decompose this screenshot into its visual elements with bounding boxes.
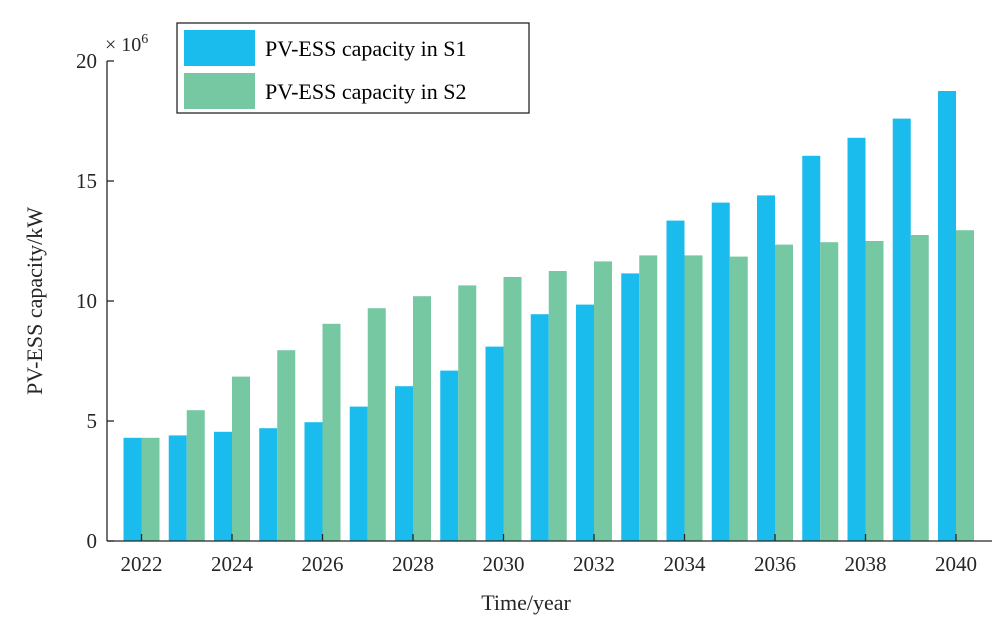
legend-swatch-s2 <box>184 73 255 109</box>
bar-s1-2023 <box>168 435 187 541</box>
bar-s1-2034 <box>666 220 685 541</box>
legend-label-s1: PV-ESS capacity in S1 <box>265 36 466 61</box>
x-tick-label: 2032 <box>573 552 615 576</box>
y-tick-label: 15 <box>76 169 97 193</box>
ticks-layer: 0 5 10 15 20 2022 2024 2026 2028 2030 2032 2034 2036… <box>76 49 977 576</box>
y-tick-label: 0 <box>87 529 98 553</box>
bar-s1-2030 <box>485 346 504 541</box>
bar-s1-2040 <box>938 91 956 541</box>
x-axis-title: Time/year <box>481 590 571 615</box>
x-tick-label: 2034 <box>664 552 707 576</box>
y-exponent-label: × 106 <box>105 32 148 56</box>
legend: PV-ESS capacity in S1 PV-ESS capacity in… <box>176 22 530 114</box>
bar-s2-2028 <box>413 296 431 541</box>
x-tick-label: 2038 <box>845 552 887 576</box>
bar-s1-2035 <box>711 202 730 541</box>
bar-s1-2029 <box>440 370 459 541</box>
bar-s1-2033 <box>621 273 640 541</box>
x-tick-label: 2022 <box>121 552 163 576</box>
y-tick-label: 20 <box>76 49 97 73</box>
y-tick-label: 5 <box>87 409 98 433</box>
y-tick-label: 10 <box>76 289 97 313</box>
x-tick-label: 2030 <box>483 552 525 576</box>
legend-label-s2: PV-ESS capacity in S2 <box>265 79 466 104</box>
x-tick-label: 2024 <box>211 552 254 576</box>
bar-s2-2037 <box>820 242 839 541</box>
bar-s2-2033 <box>639 255 658 541</box>
x-tick-label: 2028 <box>392 552 434 576</box>
x-tick-label: 2026 <box>302 552 344 576</box>
bar-s2-2029 <box>458 285 477 541</box>
bar-s2-2023 <box>186 410 205 541</box>
bar-s1-2028 <box>395 386 413 541</box>
y-axis-title: PV-ESS capacity/kW <box>22 207 47 395</box>
bar-s2-2022 <box>141 437 160 541</box>
y-exponent-base: × 10 <box>105 34 141 56</box>
bar-s1-2032 <box>576 304 594 541</box>
bar-s1-2037 <box>802 155 821 542</box>
bar-s2-2035 <box>729 256 748 541</box>
bar-s2-2032 <box>594 261 612 541</box>
bar-s1-2022 <box>123 437 142 541</box>
bar-s1-2027 <box>349 406 368 541</box>
x-tick-label: 2036 <box>754 552 796 576</box>
bar-s2-2034 <box>684 255 703 541</box>
y-exponent-power: 6 <box>141 32 148 47</box>
bar-s1-2039 <box>892 118 911 541</box>
bar-s1-2038 <box>847 137 866 542</box>
bar-s2-2026 <box>322 323 341 541</box>
bar-s1-2026 <box>304 422 323 541</box>
bar-s2-2036 <box>775 244 793 541</box>
bar-s2-2024 <box>232 376 250 541</box>
legend-swatch-s1 <box>184 30 255 66</box>
bar-s1-2025 <box>259 428 278 541</box>
bar-s2-2031 <box>548 271 567 541</box>
bar-s1-2024 <box>214 431 232 541</box>
bar-s2-2038 <box>865 241 884 541</box>
bar-s2-2040 <box>956 230 974 541</box>
x-tick-label: 2040 <box>935 552 977 576</box>
bar-s2-2027 <box>367 308 386 541</box>
bar-s1-2031 <box>530 314 549 541</box>
bar-s1-2036 <box>757 195 775 541</box>
bar-s2-2030 <box>503 277 522 541</box>
bars-layer <box>123 91 974 542</box>
bar-s2-2039 <box>910 235 929 541</box>
bar-s2-2025 <box>277 350 296 541</box>
